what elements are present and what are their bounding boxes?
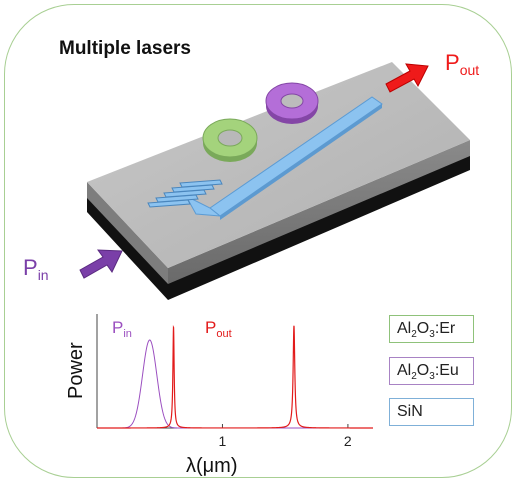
annotation-p-in: Pin (112, 318, 132, 340)
annotation-p-out: Pout (205, 318, 232, 340)
grating-coupler (147, 179, 223, 208)
legend-item-al2o3-eu: Al2O3:Eu (389, 357, 474, 385)
diagram-title: Multiple lasers (59, 38, 191, 59)
legend-item-sin: SiN (389, 398, 474, 426)
y-axis-label: Power (65, 342, 87, 399)
waveguide-taper (184, 194, 222, 217)
waveguide-side (220, 104, 382, 220)
chip-side-left (87, 182, 168, 284)
x-tick-label: 1 (218, 433, 226, 449)
ring-er (202, 118, 258, 162)
series-p-in-line (97, 339, 373, 429)
waveguide (147, 96, 383, 220)
output-arrow (385, 63, 429, 93)
input-arrow (79, 249, 123, 279)
rounded-frame (4, 4, 512, 478)
x-axis-label: λ(μm) (186, 455, 238, 477)
x-tick-label: 2 (344, 433, 352, 449)
grating-finger (179, 179, 223, 188)
p-in-label: Pin (23, 255, 49, 283)
series-p-out-line (97, 324, 373, 429)
legend-item-al2o3-er: Al2O3:Er (389, 315, 474, 343)
chip-side-front (168, 140, 470, 284)
ring-eu (265, 82, 319, 124)
p-out-label: Pout (445, 50, 479, 78)
